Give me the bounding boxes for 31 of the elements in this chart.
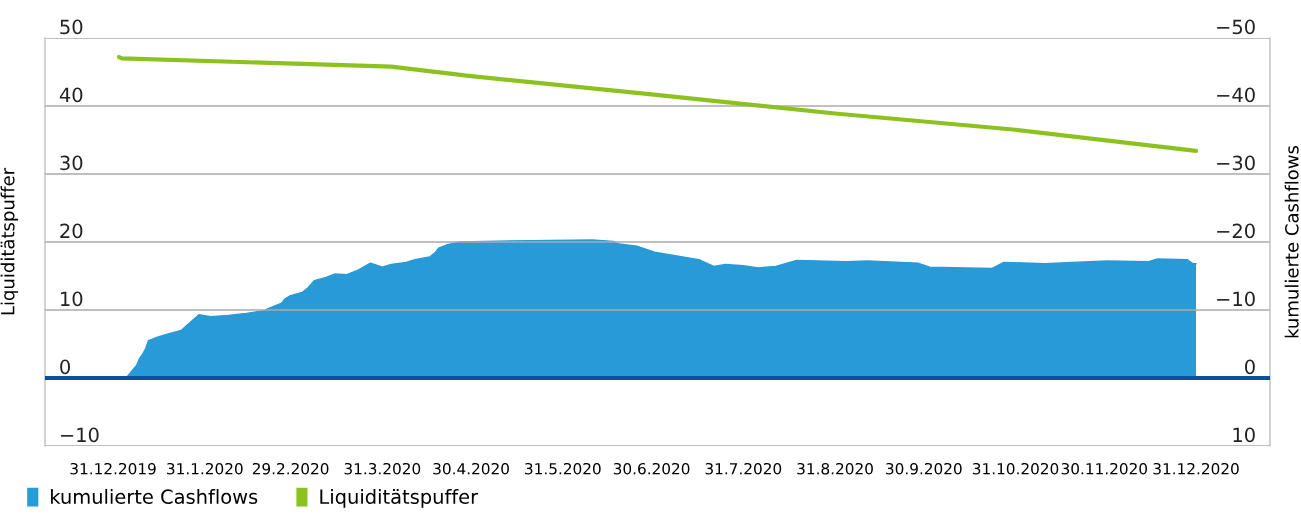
x-tick-label: 31.1.2020 <box>167 462 243 475</box>
y-tick-label: 10 <box>61 291 83 307</box>
y2-tick-label: −50 <box>1217 19 1255 35</box>
x-tick-label: 30.9.2020 <box>886 462 962 475</box>
x-tick-label: 31.12.2019 <box>70 462 156 475</box>
y-tick-label: 0 <box>60 359 70 375</box>
x-tick-label: 31.12.2020 <box>1153 462 1239 475</box>
y2-tick-label: 0 <box>1245 359 1255 375</box>
y-tick-label: 20 <box>60 223 83 239</box>
y-tick-label: 40 <box>59 87 83 103</box>
x-tick-label: 30.6.2020 <box>613 462 690 475</box>
x-tick-label: 29.2.2020 <box>252 462 329 475</box>
y2-tick-label: 10 <box>1233 427 1255 443</box>
y-axis-title: Liquiditätspuffer <box>0 167 19 315</box>
x-tick-label: 31.5.2020 <box>525 462 601 475</box>
x-tick-label: 30.11.2020 <box>1061 462 1148 475</box>
y-tick-label: 30 <box>60 155 83 171</box>
y2-tick-label: −20 <box>1217 223 1255 239</box>
legend-label: Liquiditätspuffer <box>320 488 479 508</box>
x-tick-label: 31.7.2020 <box>705 462 782 475</box>
y2-tick-label: −40 <box>1217 87 1255 103</box>
y2-tick-label: −10 <box>1217 291 1255 307</box>
legend-label: kumulierte Cashflows <box>51 488 258 505</box>
x-tick-label: 31.8.2020 <box>797 462 873 475</box>
x-tick-label: 30.4.2020 <box>433 462 509 475</box>
x-tick-label: 31.10.2020 <box>972 462 1059 475</box>
y-tick-label: 50 <box>60 19 83 35</box>
x-tick-label: 31.3.2020 <box>344 462 421 475</box>
y2-tick-label: −30 <box>1217 155 1255 171</box>
y-tick-label: −10 <box>60 427 99 443</box>
y2-axis-title: kumulierte Cashflows <box>1284 145 1299 338</box>
